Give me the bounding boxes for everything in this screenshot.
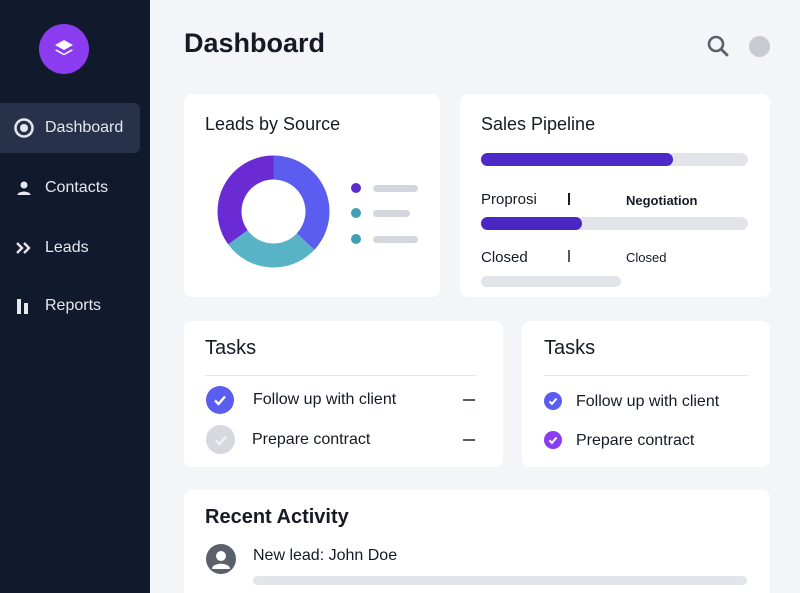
- pipeline-bar-track: [481, 153, 748, 166]
- legend-dot: [351, 234, 361, 244]
- donut-segment: [273, 155, 330, 250]
- pipeline-bar-track: [481, 276, 621, 287]
- layers-icon: [55, 40, 73, 56]
- card-title: Leads by Source: [205, 114, 341, 134]
- sidebar-item-label: Dashboard: [45, 119, 124, 136]
- task-text: Prepare contract: [576, 432, 695, 449]
- divider: [205, 375, 476, 376]
- search-icon: [707, 35, 729, 57]
- sidebar-item-label: Reports: [45, 297, 102, 314]
- app-logo[interactable]: [39, 24, 89, 74]
- activity-detail-placeholder: [253, 576, 747, 585]
- activity-text: New lead: John Doe: [253, 547, 398, 564]
- check-icon: [548, 397, 558, 406]
- check-icon: [214, 435, 227, 446]
- check-icon: [548, 436, 558, 445]
- stage-label: Proprosi: [481, 191, 537, 208]
- donut-segment: [228, 230, 315, 268]
- bar-chart-icon: [13, 297, 35, 315]
- person-icon: [13, 180, 35, 196]
- page-title: Dashboard: [184, 28, 326, 58]
- chevrons-right-icon: [13, 241, 35, 255]
- leads-by-source-card: Leads by Source: [184, 94, 440, 297]
- sidebar: Dashboard Contacts Leads Reports: [0, 0, 150, 593]
- card-title: Tasks: [544, 337, 596, 359]
- stage-divider: [568, 250, 570, 262]
- sidebar-item-dashboard[interactable]: Dashboard: [0, 103, 140, 153]
- activity-avatar: [206, 544, 236, 574]
- card-title: Recent Activity: [205, 506, 349, 528]
- stage-label: Negotiation: [626, 193, 698, 208]
- task-menu-button[interactable]: [463, 439, 475, 441]
- pipeline-bar-fill: [481, 217, 583, 230]
- task-checkbox[interactable]: [206, 425, 235, 454]
- legend-dot: [351, 208, 361, 218]
- legend-dot: [351, 183, 361, 193]
- dashboard-icon: [13, 118, 35, 138]
- card-title: Sales Pipeline: [481, 114, 596, 134]
- leads-donut-chart: [217, 155, 330, 268]
- task-menu-button[interactable]: [463, 399, 475, 401]
- card-title: Tasks: [205, 337, 257, 359]
- legend-label-placeholder: [373, 185, 418, 192]
- sidebar-item-label: Contacts: [45, 179, 109, 196]
- search-button[interactable]: [706, 34, 730, 58]
- task-checkbox[interactable]: [206, 386, 234, 414]
- task-text: Follow up with client: [576, 393, 720, 410]
- tasks-card: Tasks Follow up with client Prepare cont…: [522, 321, 770, 467]
- user-avatar[interactable]: [749, 36, 770, 57]
- sidebar-item-reports[interactable]: Reports: [0, 281, 140, 331]
- task-checkbox[interactable]: [544, 392, 562, 410]
- sidebar-item-label: Leads: [45, 239, 89, 256]
- task-text: Prepare contract: [252, 431, 371, 448]
- donut-segment: [217, 155, 274, 245]
- task-checkbox[interactable]: [544, 431, 562, 449]
- check-icon: [214, 395, 226, 406]
- sidebar-item-leads[interactable]: Leads: [0, 223, 140, 273]
- pipeline-bar-fill: [481, 153, 674, 166]
- task-text: Follow up with client: [253, 391, 397, 408]
- sales-pipeline-card: Sales Pipeline Proprosi Negotiation Clos…: [460, 94, 770, 297]
- legend-label-placeholder: [373, 236, 418, 243]
- legend-label-placeholder: [373, 210, 410, 217]
- stage-divider: [568, 193, 570, 205]
- recent-activity-card: Recent Activity New lead: John Doe: [184, 490, 770, 593]
- person-icon: [212, 551, 230, 569]
- tasks-card: Tasks Follow up with client Prepare cont…: [184, 321, 503, 467]
- sidebar-item-contacts[interactable]: Contacts: [0, 163, 140, 213]
- stage-label: Closed: [626, 250, 667, 265]
- divider: [544, 375, 748, 376]
- stage-label: Closed: [481, 249, 528, 266]
- pipeline-bar-track: [481, 217, 748, 230]
